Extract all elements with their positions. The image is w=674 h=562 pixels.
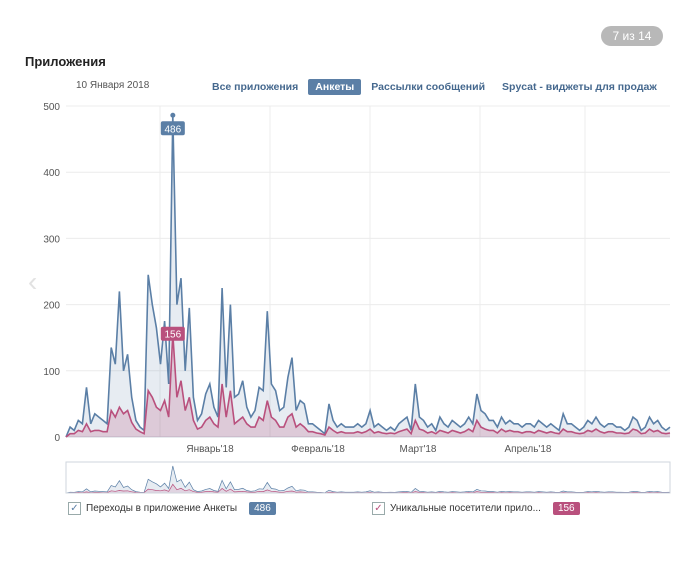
y-tick-label: 100 xyxy=(43,367,60,378)
navigator-series xyxy=(65,465,671,494)
legend-item-transitions[interactable]: ✓ Переходы в приложение Анкеты 486 xyxy=(68,502,276,515)
tab-spycat-widgets[interactable]: Spycat - виджеты для продаж xyxy=(502,81,657,93)
series-area xyxy=(66,115,670,438)
tooltip-value: 156 xyxy=(164,330,181,341)
tab-all-apps[interactable]: Все приложения xyxy=(212,81,299,93)
selected-date: 10 Января 2018 xyxy=(76,80,150,91)
series-area xyxy=(66,333,670,437)
app-tabs: Все приложения Анкеты Рассылки сообщений… xyxy=(205,79,667,95)
y-tick-label: 300 xyxy=(43,234,60,245)
tab-message-mailings[interactable]: Рассылки сообщений xyxy=(371,81,486,93)
checkbox-checked-icon[interactable]: ✓ xyxy=(68,502,81,515)
checkbox-checked-icon[interactable]: ✓ xyxy=(372,502,385,515)
tooltip-box xyxy=(160,326,185,341)
legend-badge: 486 xyxy=(249,502,276,515)
y-tick-label: 200 xyxy=(43,301,60,312)
page-counter: 7 из 14 xyxy=(601,26,663,46)
tooltip-value: 486 xyxy=(164,124,181,135)
x-tick-label: Январь'18 xyxy=(186,444,234,455)
peak-point xyxy=(170,112,176,118)
series-line xyxy=(65,115,671,438)
x-tick-label: Апрель'18 xyxy=(505,444,552,455)
page-title: Приложения xyxy=(25,54,106,69)
legend-label: Уникальные посетители прило... xyxy=(390,503,541,514)
x-tick-label: Февраль'18 xyxy=(291,444,345,455)
stats-chart: 0 100 200 300 400 500 Январь'18 Февраль'18 Март'… xyxy=(43,102,671,494)
x-tick-label: Март'18 xyxy=(400,444,437,455)
tab-ankety[interactable]: Анкеты xyxy=(308,79,362,95)
legend-badge: 156 xyxy=(552,502,580,515)
legend-label: Переходы в приложение Анкеты xyxy=(86,503,238,514)
chevron-left-icon[interactable]: ‹ xyxy=(28,266,38,297)
series-line xyxy=(65,333,671,438)
navigator-frame xyxy=(65,461,671,494)
y-tick-label: 0 xyxy=(54,433,60,444)
tooltip-box xyxy=(160,121,185,136)
y-tick-label: 400 xyxy=(43,168,60,179)
y-tick-label: 500 xyxy=(43,102,60,113)
legend-item-unique-visitors[interactable]: ✓ Уникальные посетители прило... 156 xyxy=(372,502,580,515)
